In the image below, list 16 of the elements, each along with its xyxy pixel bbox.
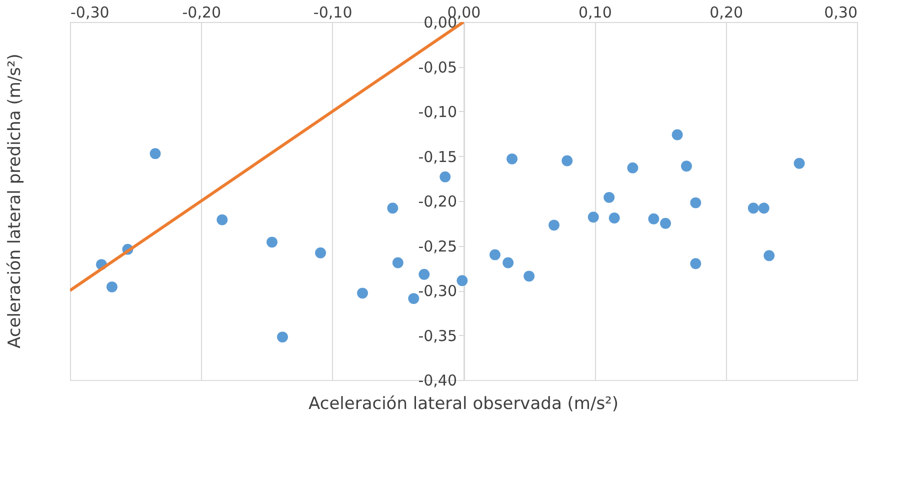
y-tick-label: -0,25 [418, 237, 457, 256]
x-tick-label: 0,10 [578, 4, 612, 22]
x-tick-label: 0,30 [824, 4, 858, 22]
y-tick-label: -0,10 [418, 103, 457, 121]
y-tick-label: -0,30 [418, 282, 457, 300]
x-tick-label: -0,30 [70, 4, 110, 22]
y-tick-label: -0,40 [418, 372, 457, 390]
x-tick-label: 0,20 [710, 4, 744, 22]
y-tick-label: -0,15 [418, 148, 457, 166]
y-axis-title: Aceleración lateral predicha (m/s²) [5, 54, 25, 348]
y-tick-label: -0,35 [418, 326, 457, 345]
y-tick-label: -0,20 [418, 192, 457, 210]
x-tick-label: -0,10 [313, 4, 352, 22]
y-tick-label: -0,05 [418, 58, 457, 76]
x-axis-title: Aceleración lateral observada (m/s²) [308, 394, 618, 414]
x-tick-label: -0,20 [182, 4, 222, 22]
